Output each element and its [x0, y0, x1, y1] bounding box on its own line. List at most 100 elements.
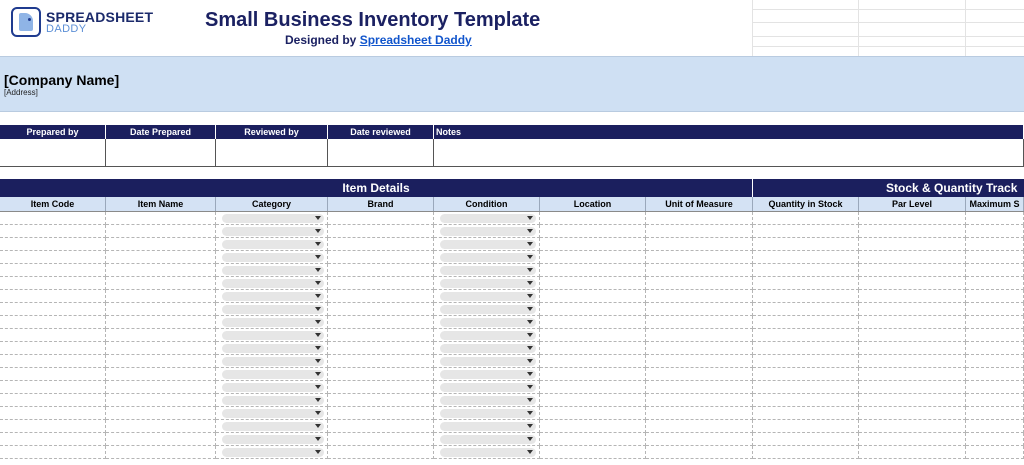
condition-dropdown[interactable] [440, 344, 536, 353]
cell-condition[interactable] [434, 355, 540, 368]
category-dropdown[interactable] [222, 292, 324, 301]
cell-item-name[interactable] [106, 446, 216, 459]
cell-category[interactable] [216, 381, 328, 394]
cell-brand[interactable] [328, 329, 434, 342]
cell-par-level[interactable] [859, 225, 966, 238]
category-dropdown[interactable] [222, 266, 324, 275]
category-dropdown[interactable] [222, 422, 324, 431]
cell-condition[interactable] [434, 420, 540, 433]
cell-location[interactable] [540, 420, 646, 433]
cell-brand[interactable] [328, 355, 434, 368]
category-dropdown[interactable] [222, 253, 324, 262]
cell-maximum-s[interactable] [966, 433, 1024, 446]
cell-item-name[interactable] [106, 316, 216, 329]
cell-item-name[interactable] [106, 420, 216, 433]
cell-brand[interactable] [328, 225, 434, 238]
cell-category[interactable] [216, 316, 328, 329]
cell-brand[interactable] [328, 433, 434, 446]
cell-item-code[interactable] [0, 277, 106, 290]
cell-maximum-s[interactable] [966, 303, 1024, 316]
cell-item-code[interactable] [0, 394, 106, 407]
cell-location[interactable] [540, 277, 646, 290]
cell-maximum-s[interactable] [966, 264, 1024, 277]
cell-location[interactable] [540, 238, 646, 251]
cell-par-level[interactable] [859, 368, 966, 381]
category-dropdown[interactable] [222, 305, 324, 314]
cell-brand[interactable] [328, 277, 434, 290]
cell-quantity-in-stock[interactable] [753, 316, 859, 329]
condition-dropdown[interactable] [440, 357, 536, 366]
cell-quantity-in-stock[interactable] [753, 290, 859, 303]
meta-field-prepared-by[interactable] [0, 139, 106, 166]
cell-par-level[interactable] [859, 407, 966, 420]
cell-unit-of-measure[interactable] [646, 290, 753, 303]
company-address[interactable]: [Address] [4, 88, 38, 97]
cell-brand[interactable] [328, 420, 434, 433]
cell-maximum-s[interactable] [966, 329, 1024, 342]
condition-dropdown[interactable] [440, 422, 536, 431]
cell-maximum-s[interactable] [966, 446, 1024, 459]
cell-location[interactable] [540, 355, 646, 368]
condition-dropdown[interactable] [440, 370, 536, 379]
cell-item-name[interactable] [106, 381, 216, 394]
condition-dropdown[interactable] [440, 240, 536, 249]
category-dropdown[interactable] [222, 396, 324, 405]
meta-field-notes[interactable] [434, 139, 1024, 166]
meta-field-date-prepared[interactable] [106, 139, 216, 166]
cell-condition[interactable] [434, 303, 540, 316]
cell-condition[interactable] [434, 212, 540, 225]
condition-dropdown[interactable] [440, 227, 536, 236]
cell-unit-of-measure[interactable] [646, 225, 753, 238]
cell-item-code[interactable] [0, 290, 106, 303]
cell-par-level[interactable] [859, 277, 966, 290]
cell-quantity-in-stock[interactable] [753, 264, 859, 277]
cell-item-code[interactable] [0, 251, 106, 264]
category-dropdown[interactable] [222, 240, 324, 249]
category-dropdown[interactable] [222, 318, 324, 327]
cell-brand[interactable] [328, 303, 434, 316]
cell-quantity-in-stock[interactable] [753, 420, 859, 433]
cell-unit-of-measure[interactable] [646, 329, 753, 342]
cell-unit-of-measure[interactable] [646, 212, 753, 225]
category-dropdown[interactable] [222, 279, 324, 288]
cell-par-level[interactable] [859, 329, 966, 342]
cell-unit-of-measure[interactable] [646, 264, 753, 277]
cell-quantity-in-stock[interactable] [753, 212, 859, 225]
cell-quantity-in-stock[interactable] [753, 446, 859, 459]
cell-unit-of-measure[interactable] [646, 381, 753, 394]
cell-category[interactable] [216, 225, 328, 238]
cell-item-name[interactable] [106, 342, 216, 355]
cell-unit-of-measure[interactable] [646, 238, 753, 251]
meta-field-date-reviewed[interactable] [328, 139, 434, 166]
cell-brand[interactable] [328, 394, 434, 407]
cell-par-level[interactable] [859, 420, 966, 433]
cell-location[interactable] [540, 381, 646, 394]
cell-condition[interactable] [434, 394, 540, 407]
cell-item-name[interactable] [106, 433, 216, 446]
condition-dropdown[interactable] [440, 214, 536, 223]
cell-item-name[interactable] [106, 212, 216, 225]
cell-maximum-s[interactable] [966, 238, 1024, 251]
cell-item-code[interactable] [0, 446, 106, 459]
cell-item-code[interactable] [0, 381, 106, 394]
condition-dropdown[interactable] [440, 292, 536, 301]
cell-location[interactable] [540, 225, 646, 238]
cell-location[interactable] [540, 368, 646, 381]
cell-par-level[interactable] [859, 381, 966, 394]
cell-location[interactable] [540, 446, 646, 459]
cell-item-name[interactable] [106, 394, 216, 407]
cell-unit-of-measure[interactable] [646, 251, 753, 264]
cell-category[interactable] [216, 368, 328, 381]
cell-quantity-in-stock[interactable] [753, 368, 859, 381]
cell-condition[interactable] [434, 381, 540, 394]
cell-quantity-in-stock[interactable] [753, 329, 859, 342]
cell-item-name[interactable] [106, 290, 216, 303]
cell-location[interactable] [540, 290, 646, 303]
condition-dropdown[interactable] [440, 396, 536, 405]
cell-par-level[interactable] [859, 446, 966, 459]
cell-item-name[interactable] [106, 238, 216, 251]
cell-item-code[interactable] [0, 329, 106, 342]
cell-condition[interactable] [434, 316, 540, 329]
cell-item-name[interactable] [106, 407, 216, 420]
cell-par-level[interactable] [859, 316, 966, 329]
